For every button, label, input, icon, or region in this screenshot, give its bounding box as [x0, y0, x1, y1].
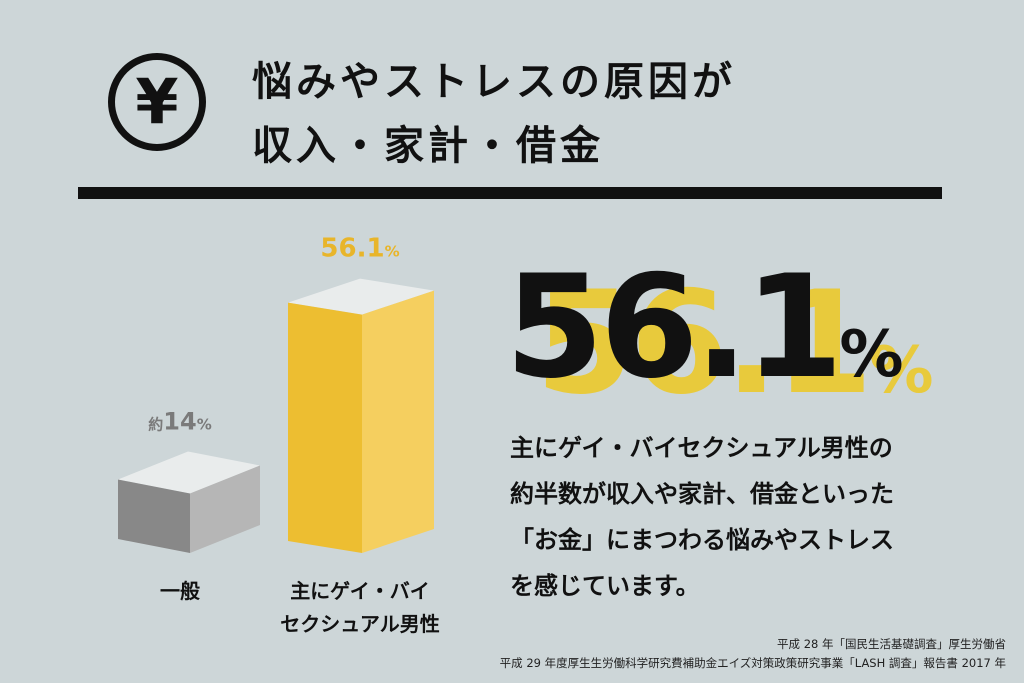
- source-line: 平成 28 年「国民生活基礎調査」厚生労働省: [777, 637, 1006, 651]
- bar-chart: 約14% 一般 56.1% 主にゲイ・バイセクシュアル男性: [118, 234, 440, 636]
- headline-main: 56.1%: [505, 235, 903, 448]
- headline-value: 56.1: [505, 245, 843, 410]
- headline-shadow: 56.1%: [535, 251, 933, 464]
- source-line: 平成 29 年度厚生生労働科学研究費補助金エイズ対策政策研究事業「LASH 調査…: [499, 656, 1006, 670]
- headline-shadow-unit: %: [869, 334, 934, 408]
- bar-front-face: [118, 479, 190, 553]
- description-line: 約半数が収入や家計、借金といった: [510, 480, 894, 508]
- bar-front-face: [288, 302, 362, 553]
- description-line: 「お金」にまつわる悩みやストレス: [510, 526, 894, 554]
- category-label: 一般: [160, 579, 200, 603]
- headline-shadow-value: 56.1: [535, 261, 873, 426]
- description-line: を感じています。: [510, 572, 700, 600]
- page-title: 悩みやストレスの原因が 収入・家計・借金: [252, 50, 736, 178]
- title-line-1: 悩みやストレスの原因が: [252, 59, 736, 105]
- value-label: 56.1%: [320, 234, 399, 264]
- source-notes: 平成 28 年「国民生活基礎調査」厚生労働省 平成 29 年度厚生生労働科学研究…: [500, 635, 1006, 673]
- headline-unit: %: [839, 318, 904, 392]
- category-label: セクシュアル男性: [280, 612, 439, 636]
- description-text: 主にゲイ・バイセクシュアル男性の 約半数が収入や家計、借金といった 「お金」にま…: [510, 425, 970, 609]
- title-line-2: 収入・家計・借金: [252, 123, 604, 169]
- bar-side-face: [362, 290, 434, 553]
- bar-top-face: [118, 451, 260, 494]
- yen-icon: ¥: [108, 53, 206, 151]
- bar-top-face: [288, 278, 434, 315]
- category-label: 主にゲイ・バイ: [290, 579, 430, 603]
- description-line: 主にゲイ・バイセクシュアル男性の: [510, 434, 893, 462]
- bar-side-face: [190, 465, 260, 553]
- headline-figure: 56.1% 56.1%: [505, 235, 945, 426]
- title-divider: [78, 187, 942, 199]
- value-label: 約14%: [148, 408, 211, 436]
